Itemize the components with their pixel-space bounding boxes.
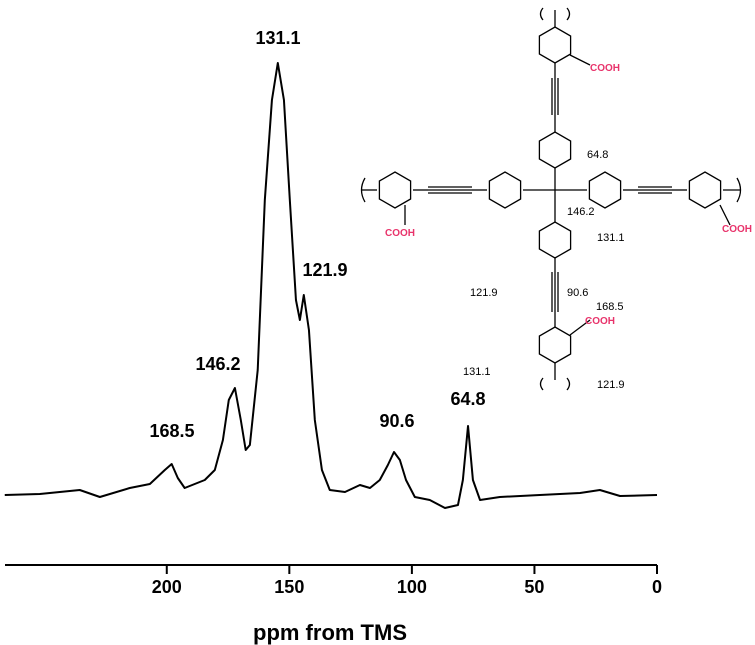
x-tick-label: 0	[652, 577, 662, 597]
bond	[569, 54, 591, 66]
spectrum-line	[4, 62, 658, 509]
shift-label: 90.6	[567, 287, 588, 299]
bracket	[539, 377, 544, 391]
bracket	[539, 7, 544, 21]
bracket	[566, 377, 571, 391]
benzene-ring	[538, 326, 572, 364]
bracket	[360, 177, 366, 203]
cooh-label: COOH	[585, 316, 615, 327]
x-tick-label: 100	[397, 577, 427, 597]
shift-label: 131.1	[463, 366, 491, 378]
shift-label: 64.8	[587, 149, 608, 161]
shift-label: 121.9	[597, 379, 625, 391]
benzene-ring	[688, 171, 722, 209]
x-tick-label: 50	[524, 577, 544, 597]
peak-label: 121.9	[302, 260, 347, 280]
peak-label: 64.8	[450, 389, 485, 409]
cooh-label: COOH	[722, 224, 752, 235]
structure-inset	[360, 7, 742, 391]
peak-label: 146.2	[195, 354, 240, 374]
benzene-ring	[588, 171, 622, 209]
shift-label: 131.1	[597, 232, 625, 244]
benzene-ring	[538, 221, 572, 259]
shift-label: 168.5	[596, 301, 624, 313]
bracket	[736, 177, 742, 203]
x-tick-label: 200	[152, 577, 182, 597]
cooh-label: COOH	[590, 63, 620, 74]
x-tick-label: 150	[274, 577, 304, 597]
cooh-label: COOH	[385, 228, 415, 239]
peak-label: 90.6	[379, 411, 414, 431]
shift-label: 146.2	[567, 206, 595, 218]
benzene-ring	[378, 171, 412, 209]
benzene-ring	[538, 131, 572, 169]
peak-label: 131.1	[255, 28, 300, 48]
x-axis-label: ppm from TMS	[253, 620, 407, 645]
bracket	[566, 7, 571, 21]
benzene-ring	[538, 26, 572, 64]
bond	[569, 319, 591, 336]
peak-label: 168.5	[149, 421, 194, 441]
benzene-ring	[488, 171, 522, 209]
shift-label: 121.9	[470, 287, 498, 299]
bond	[719, 204, 731, 226]
